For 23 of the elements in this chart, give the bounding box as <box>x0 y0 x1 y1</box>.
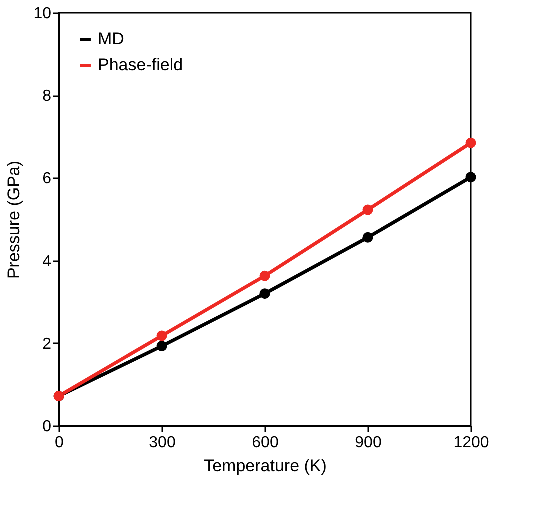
point <box>156 341 168 352</box>
point <box>260 270 270 282</box>
point <box>260 288 270 300</box>
point <box>362 232 374 243</box>
y-tick-label: 8 <box>42 88 52 106</box>
legend-label: MD <box>98 30 124 48</box>
y-tick-label: 2 <box>42 336 52 353</box>
y-tick-label: 6 <box>42 170 52 188</box>
point <box>466 138 476 148</box>
y-tick-label: 0 <box>42 418 52 436</box>
point <box>466 172 476 183</box>
y-axis-title: Pressure (GPa) <box>4 160 24 280</box>
point <box>362 204 374 216</box>
x-tick-label: 1200 <box>454 434 490 452</box>
x-tick-label: 300 <box>149 434 176 452</box>
x-tick-label: 600 <box>252 434 279 452</box>
legend-label: Phase-field <box>98 56 184 74</box>
x-tick-label: 0 <box>55 434 64 452</box>
x-axis-title: Temperature (K) <box>204 456 327 476</box>
point <box>156 330 168 342</box>
y-tick-label: 4 <box>42 253 52 270</box>
x-tick-label: 900 <box>355 434 382 452</box>
y-tick-label: 10 <box>34 6 52 22</box>
